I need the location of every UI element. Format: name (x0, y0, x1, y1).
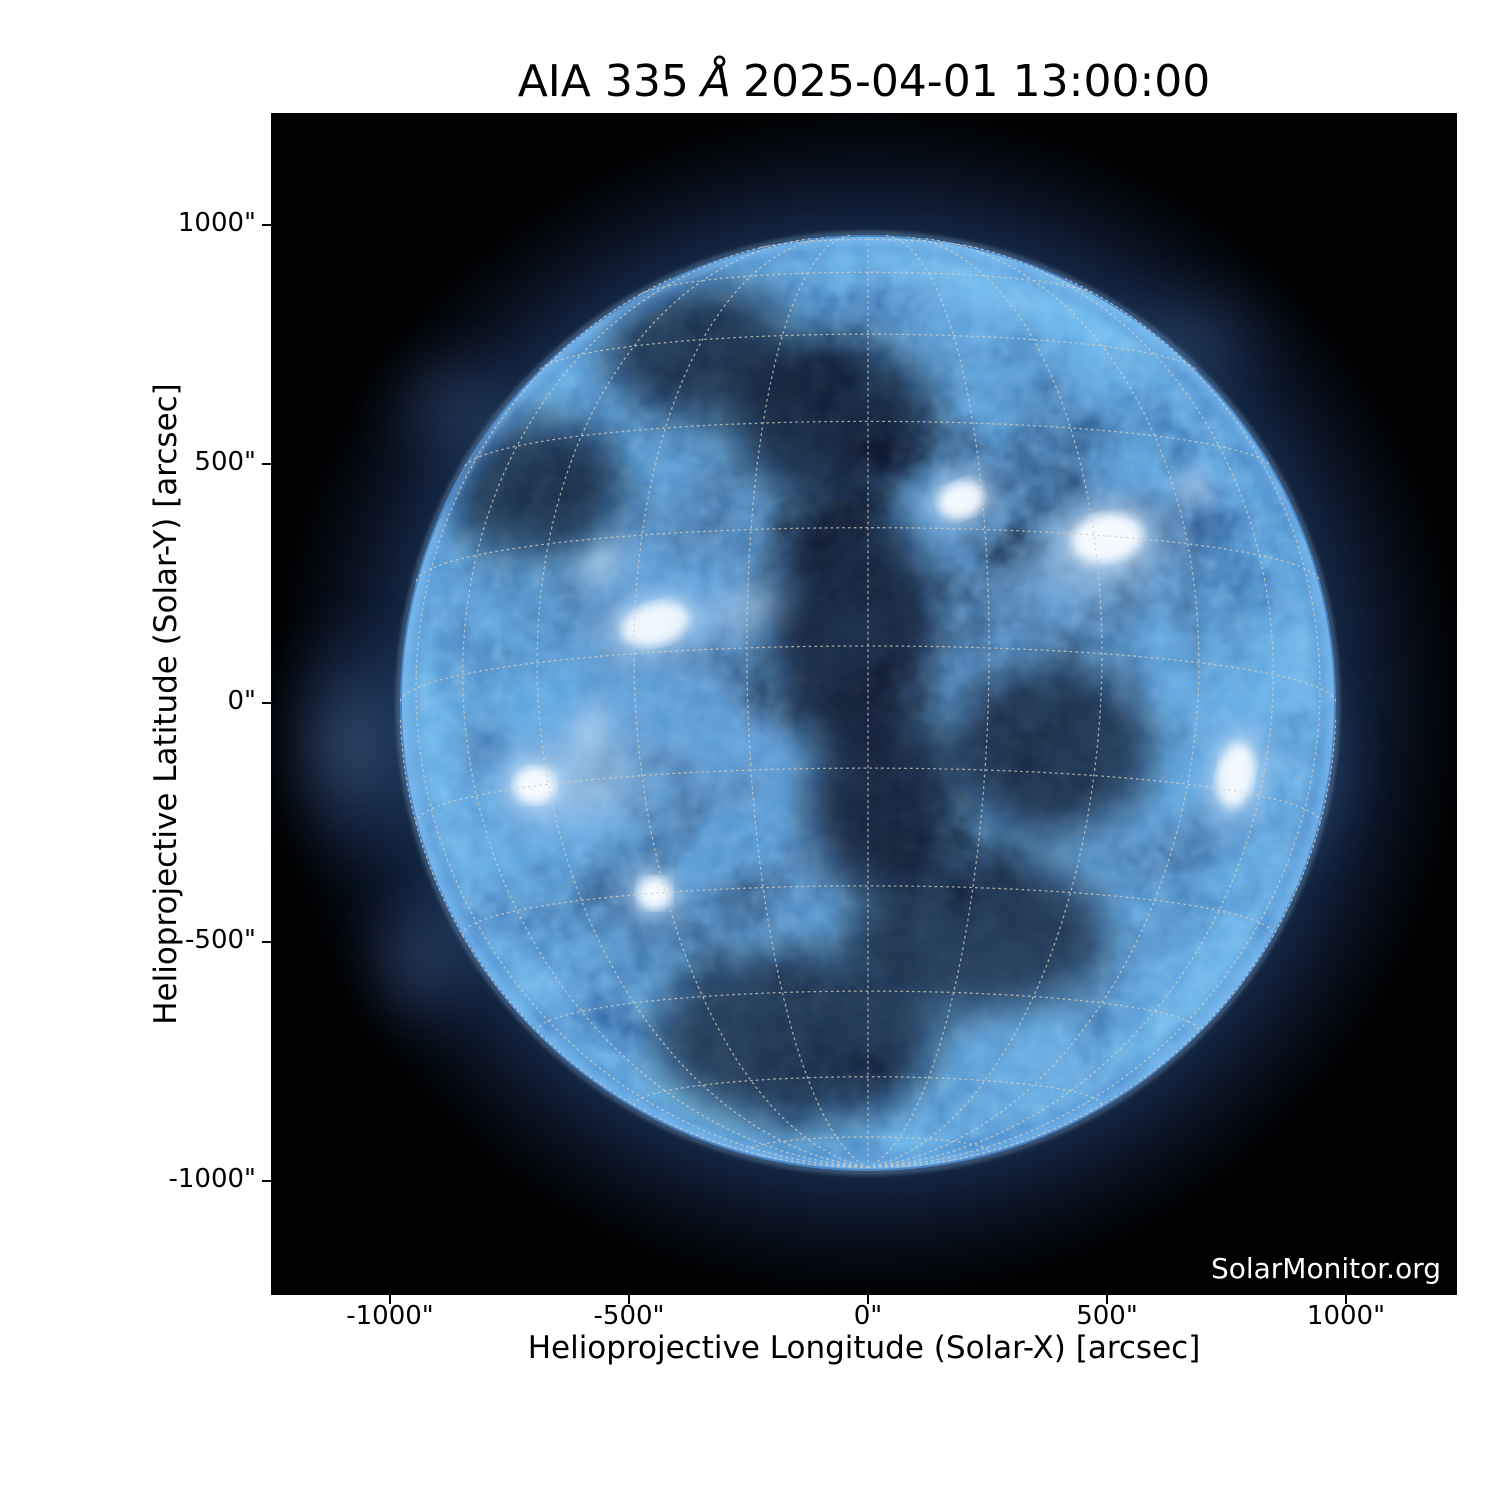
title-datetime: 2025-04-01 13:00:00 (742, 56, 1211, 107)
dark-region-north-east (604, 282, 796, 417)
y-tick-mark (262, 702, 271, 704)
y-tick-mark (262, 224, 271, 226)
coronal-hole-upper (766, 490, 934, 749)
y-tick-label: -500" (185, 925, 256, 955)
heliographic-grid (399, 234, 1337, 1169)
plot-title: AIA 335 Å 2025-04-01 13:00:00 (271, 56, 1457, 107)
y-tick-mark (262, 463, 271, 465)
x-tick-mark (628, 1295, 630, 1304)
dark-region-south (652, 951, 940, 1124)
active-region-complex-east-core (621, 602, 690, 646)
west-limb-active-region-core (1217, 743, 1254, 807)
spiral-active-region-north-center-core (939, 481, 984, 518)
x-tick-label: 1000" (1306, 1301, 1386, 1331)
y-tick-mark (262, 941, 271, 943)
loop-hook-northeast (551, 519, 650, 610)
watermark: SolarMonitor.org (1210, 1252, 1441, 1285)
bright-active-region-east-limb-core (514, 767, 555, 803)
y-tick-mark (262, 1180, 271, 1182)
heliographic-grid-lines (399, 234, 1337, 1169)
x-tick-label: -1000" (346, 1301, 434, 1331)
dark-region-south-center (848, 851, 1107, 1014)
offlimb-glow-east (271, 606, 431, 884)
y-tick-label: 500" (194, 447, 256, 477)
large-active-region-northwest-core (1072, 514, 1142, 562)
coronal-hole-layer (442, 282, 1151, 1124)
active-region-layer (448, 452, 1283, 934)
y-tick-label: -1000" (168, 1164, 256, 1194)
x-tick-label: 500" (1076, 1301, 1138, 1331)
coronal-hole-lower (805, 711, 955, 889)
title-angstrom-symbol: Å (700, 56, 731, 107)
dark-region-southwest (950, 666, 1151, 834)
sun-image (271, 113, 1457, 1295)
limb-patch-northwest (1155, 454, 1237, 524)
y-tick-label: 1000" (177, 208, 256, 238)
x-axis-label: Helioprojective Longitude (Solar-X) [arc… (527, 1330, 1201, 1366)
round-active-region-southeast-core (637, 877, 671, 909)
x-tick-mark (867, 1295, 869, 1304)
x-tick-label: 0" (853, 1301, 883, 1331)
y-tick-label: 0" (227, 686, 256, 716)
x-tick-mark (1106, 1295, 1108, 1304)
solar-image-plot: SolarMonitor.org (271, 113, 1457, 1295)
diffuse-center-east (671, 561, 819, 658)
x-tick-mark (389, 1295, 391, 1304)
title-instrument: AIA 335 (517, 56, 689, 107)
x-tick-mark (1345, 1295, 1347, 1304)
x-tick-label: -500" (593, 1301, 665, 1331)
